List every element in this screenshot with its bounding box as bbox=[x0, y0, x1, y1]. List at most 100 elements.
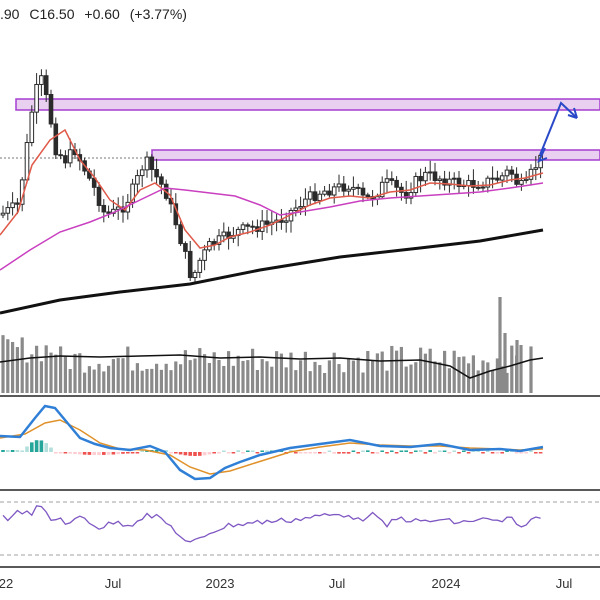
candle-body bbox=[437, 178, 443, 181]
candle-body bbox=[53, 123, 59, 156]
macd-histogram-bar bbox=[342, 452, 346, 454]
macd-histogram-bar bbox=[313, 452, 317, 454]
volume-bar bbox=[73, 353, 77, 393]
volume-bar bbox=[380, 351, 384, 393]
header-change-pct: (+3.77%) bbox=[129, 6, 187, 22]
macd-histogram-bar bbox=[505, 450, 509, 452]
volume-bar bbox=[395, 350, 399, 393]
candle-body bbox=[192, 271, 198, 279]
volume-bar bbox=[265, 361, 269, 393]
candle-body bbox=[298, 206, 303, 209]
candle-body bbox=[240, 224, 246, 230]
candle-body bbox=[5, 207, 11, 214]
x-axis-tick-label: 2023 bbox=[206, 576, 235, 591]
macd-histogram-bar bbox=[428, 450, 432, 452]
volume-bar bbox=[510, 345, 514, 393]
volume-bar bbox=[49, 352, 53, 393]
candle-body bbox=[106, 211, 111, 214]
volume-bar bbox=[188, 360, 192, 393]
volume-bar bbox=[500, 366, 504, 393]
macd-histogram-bar bbox=[73, 452, 77, 455]
volume-bar bbox=[246, 360, 250, 393]
macd-histogram-bar bbox=[495, 452, 500, 454]
candle-body bbox=[365, 194, 371, 198]
macd-histogram-bar bbox=[385, 452, 389, 454]
candle-body bbox=[211, 241, 217, 245]
candle-body bbox=[183, 243, 188, 252]
resistance-zones bbox=[0, 98, 600, 161]
volume-bar bbox=[159, 369, 163, 393]
volume-bar bbox=[231, 365, 235, 393]
macd-histogram-bar bbox=[241, 452, 245, 454]
candle-body bbox=[360, 187, 366, 196]
projection-arrow-head bbox=[567, 107, 578, 119]
macd-histogram-bar bbox=[126, 452, 130, 454]
candle-body bbox=[423, 171, 428, 182]
volume-bar bbox=[279, 353, 283, 393]
candle-body bbox=[245, 224, 251, 227]
resistance-zone-upper bbox=[15, 98, 600, 111]
volume-bar bbox=[92, 369, 96, 393]
macd-histogram-bar bbox=[298, 452, 303, 454]
volume-bar bbox=[54, 354, 58, 393]
volume-bar bbox=[183, 350, 187, 393]
macd-histogram-bar bbox=[414, 450, 418, 452]
macd-histogram-bar bbox=[457, 452, 461, 454]
candle-body bbox=[0, 212, 6, 216]
volume-bar bbox=[385, 370, 389, 393]
macd-histogram-bar bbox=[68, 452, 72, 454]
macd-histogram-bar bbox=[188, 452, 192, 456]
candle-body bbox=[475, 186, 481, 189]
volume-bar bbox=[11, 341, 15, 393]
macd-histogram-bar bbox=[39, 440, 44, 452]
candle-body bbox=[43, 75, 49, 96]
volume-bar bbox=[251, 348, 255, 393]
volume-bar bbox=[1, 335, 5, 393]
volume-bar bbox=[25, 362, 29, 393]
header-change-value: +0.60 bbox=[84, 6, 120, 22]
volume-bar bbox=[6, 339, 10, 393]
volume-bar bbox=[299, 360, 303, 393]
macd-histogram-bar bbox=[351, 450, 356, 452]
macd-histogram-bar bbox=[135, 452, 140, 454]
macd-histogram-bar bbox=[452, 450, 456, 452]
macd-histogram-bar bbox=[78, 452, 82, 455]
volume-bar bbox=[207, 362, 211, 393]
volume-bar bbox=[174, 361, 178, 393]
rsi-line bbox=[2, 505, 541, 543]
macd-histogram-bar bbox=[327, 450, 332, 452]
macd-histogram-bar bbox=[231, 452, 236, 454]
candle-body bbox=[519, 179, 524, 185]
macd-histogram-bar bbox=[111, 452, 116, 455]
candle-body bbox=[250, 225, 255, 228]
macd-histogram-bar bbox=[92, 452, 96, 455]
volume-bar bbox=[337, 364, 341, 393]
volume-bar bbox=[529, 346, 533, 393]
volume-bar bbox=[30, 354, 34, 393]
candle-body bbox=[101, 204, 107, 213]
volume-bar bbox=[222, 365, 226, 393]
macd-histogram-bar bbox=[370, 452, 375, 454]
macd-histogram-bar bbox=[519, 452, 524, 454]
volume-bar bbox=[515, 340, 519, 393]
macd-histogram-bar bbox=[486, 450, 490, 452]
macd-histogram-bar bbox=[375, 452, 380, 454]
candle-body bbox=[523, 178, 529, 181]
candle-body bbox=[355, 186, 361, 189]
macd-histogram-bar bbox=[30, 442, 34, 452]
macd-histogram-bar bbox=[183, 452, 188, 456]
volume-bar bbox=[83, 372, 87, 393]
candle-body bbox=[34, 83, 39, 113]
volume-bar bbox=[495, 358, 499, 393]
volume-bar bbox=[193, 358, 197, 393]
candle-body bbox=[336, 183, 342, 188]
ma-fast-line bbox=[0, 128, 544, 249]
volume-bar bbox=[255, 370, 259, 393]
candle-body bbox=[331, 186, 337, 196]
candle-body bbox=[15, 202, 20, 205]
volume-bar bbox=[498, 297, 502, 393]
macd-histogram-bar bbox=[366, 450, 370, 452]
header-open-value: .90 bbox=[0, 6, 20, 22]
volume-bar bbox=[68, 368, 72, 393]
candle-body bbox=[144, 156, 150, 171]
